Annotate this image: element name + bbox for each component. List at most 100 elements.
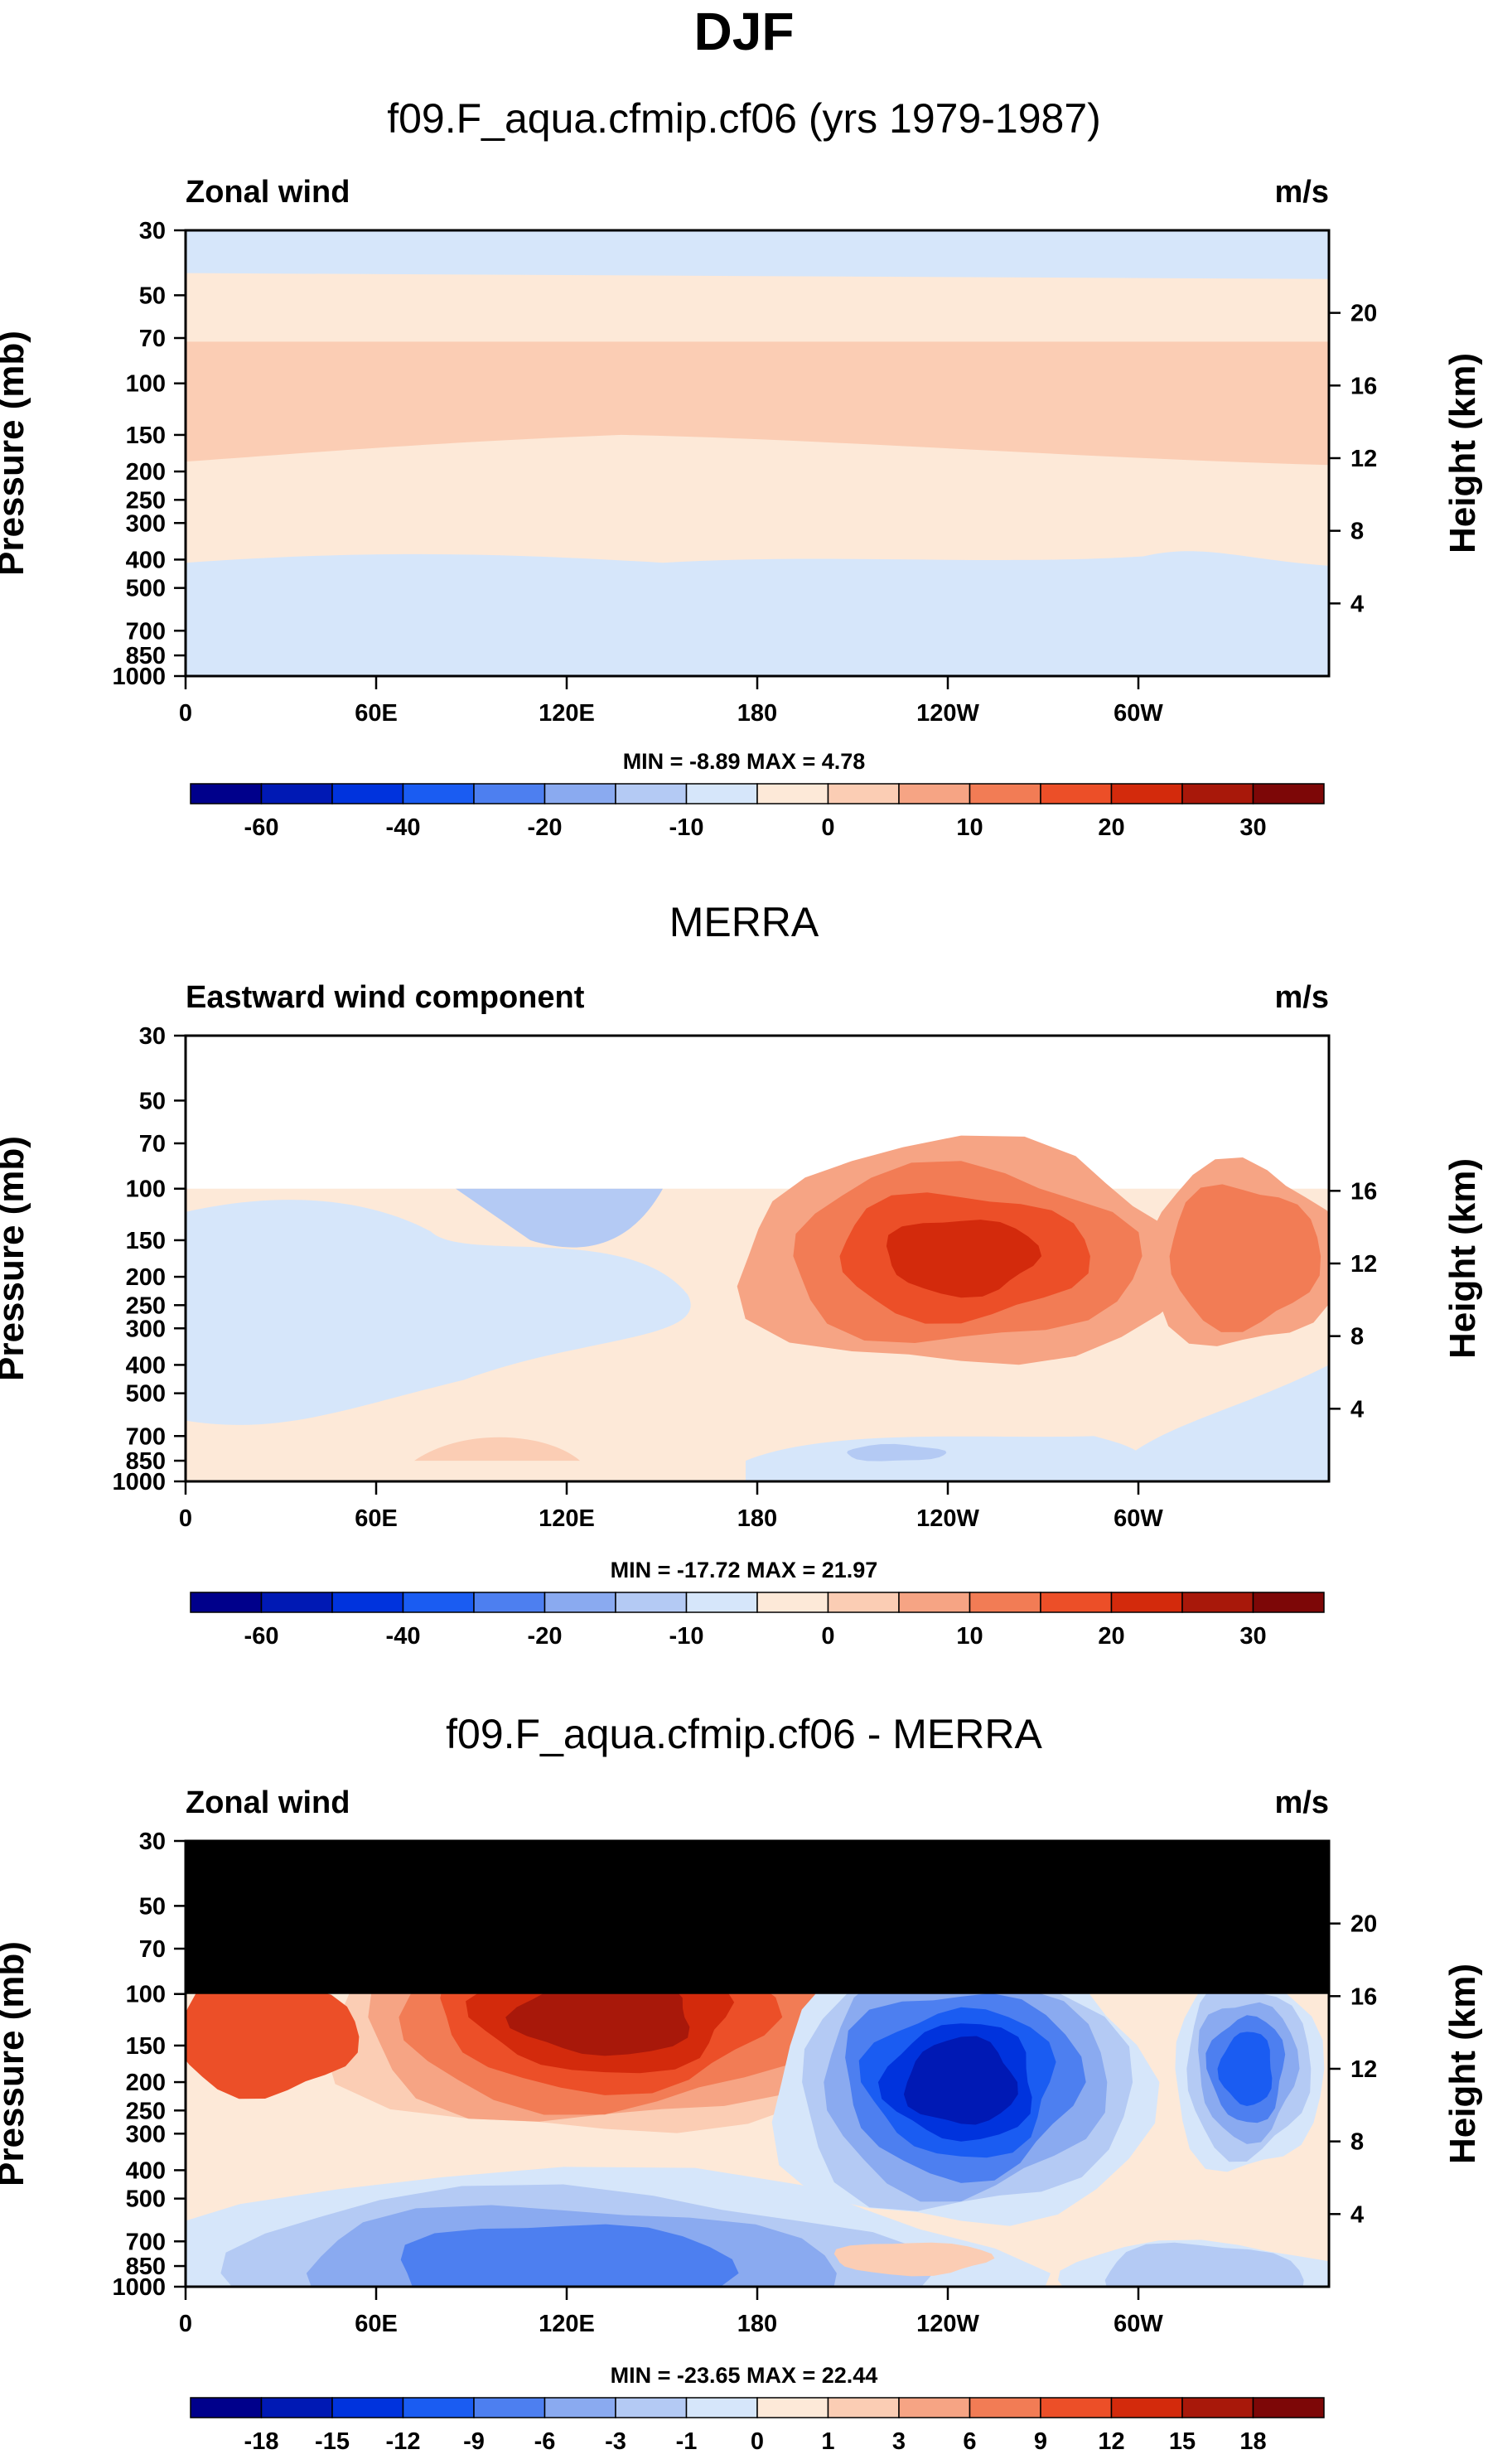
y-tick-label: 250 xyxy=(126,487,166,514)
x-tick-label: 120E xyxy=(539,2311,595,2337)
colorbar-swatch xyxy=(756,1592,829,1613)
y-tick-label: 850 xyxy=(126,643,166,669)
y-tick-label: 30 xyxy=(139,218,166,244)
field-label: Zonal wind xyxy=(186,175,350,210)
y2-tick-label: 16 xyxy=(1350,373,1377,399)
colorbar-label: -15 xyxy=(315,2428,350,2455)
panels: f09.F_aqua.cfmip.cf06 (yrs 1979-1987) Zon… xyxy=(0,95,1483,2455)
x-tick-label: 60E xyxy=(355,2311,398,2337)
y-tick-label: 1000 xyxy=(112,1469,166,1495)
y-tick-label: 500 xyxy=(126,1381,166,1408)
colorbar: -60 -40 -20 -10 0 10 20 30 xyxy=(190,1592,1325,1650)
y-tick-label: 70 xyxy=(139,1936,166,1963)
contour-fill xyxy=(1104,2242,1304,2287)
colorbar-label: -1 xyxy=(676,2428,698,2455)
colorbar-label: -12 xyxy=(386,2428,421,2455)
colorbar-swatch xyxy=(1040,2397,1113,2418)
contour-fill xyxy=(847,1443,947,1461)
colorbar-label: 6 xyxy=(963,2428,976,2455)
x-tick-label: 180 xyxy=(737,2311,777,2337)
y-tick-label: 300 xyxy=(126,1316,166,1342)
min-max-stats: MIN = -8.89 MAX = 4.78 xyxy=(623,749,866,774)
y2-tick-label: 8 xyxy=(1350,1324,1364,1350)
colorbar-swatch xyxy=(331,2397,404,2418)
colorbar-label: -18 xyxy=(244,2428,279,2455)
colorbar-swatch xyxy=(969,783,1041,804)
y2-tick-label: 8 xyxy=(1350,519,1364,545)
figure-title: DJF xyxy=(694,2,795,61)
y-tick-label: 100 xyxy=(126,371,166,398)
colorbar-swatch xyxy=(402,1592,475,1613)
colorbar-label: 9 xyxy=(1034,2428,1047,2455)
colorbar-label: 0 xyxy=(821,814,834,841)
colorbar-swatch xyxy=(544,1592,616,1613)
colorbar-swatch xyxy=(969,2397,1041,2418)
colorbar-swatch xyxy=(1110,2397,1183,2418)
colorbar-label: 0 xyxy=(821,1623,834,1650)
y-tick-label: 400 xyxy=(126,547,166,573)
x-tick-label: 60W xyxy=(1114,2311,1163,2337)
y-tick-label: 100 xyxy=(126,1982,166,2008)
y-tick-label: 850 xyxy=(126,2254,166,2280)
colorbar-swatch xyxy=(544,783,616,804)
colorbar-label: -3 xyxy=(605,2428,626,2455)
y2-tick-label: 12 xyxy=(1350,2056,1377,2083)
colorbar-swatch xyxy=(827,1592,900,1613)
colorbar-swatch xyxy=(615,783,688,804)
colorbar-label: 12 xyxy=(1098,2428,1124,2455)
colorbar-swatch xyxy=(685,783,758,804)
colorbar-swatch xyxy=(615,1592,688,1613)
colorbar-label: -10 xyxy=(669,814,704,841)
contour-fill xyxy=(400,2224,739,2287)
contour-fill xyxy=(886,1220,1042,1298)
field-label: Zonal wind xyxy=(186,1785,350,1820)
contour-fill xyxy=(456,1188,663,1248)
colorbar-swatch xyxy=(331,1592,404,1613)
x-tick-label: 0 xyxy=(179,700,192,727)
units: m/s xyxy=(1275,980,1329,1015)
y2-tick-label: 12 xyxy=(1350,1251,1377,1278)
colorbar-swatch xyxy=(331,783,404,804)
x-tick-label: 0 xyxy=(179,1505,192,1532)
colorbar-label: 3 xyxy=(892,2428,906,2455)
y-tick-label: 850 xyxy=(126,1448,166,1475)
units: m/s xyxy=(1275,175,1329,210)
colorbar-swatch xyxy=(473,1592,546,1613)
y-tick-label: 700 xyxy=(126,618,166,645)
field-label: Eastward wind component xyxy=(186,980,585,1015)
y-tick-label: 150 xyxy=(126,2033,166,2060)
colorbar-label: -20 xyxy=(528,814,563,841)
y2-tick-label: 4 xyxy=(1350,2201,1364,2228)
y-tick-label: 500 xyxy=(126,576,166,602)
colorbar-swatch xyxy=(1181,783,1254,804)
colorbar-swatch xyxy=(1040,783,1113,804)
y-tick-label: 150 xyxy=(126,1228,166,1254)
y-axis-label: Pressure (mb) xyxy=(0,331,31,576)
colorbar-label: -20 xyxy=(528,1623,563,1650)
colorbar-swatch xyxy=(1110,1592,1183,1613)
panel-title: MERRA xyxy=(669,899,819,945)
min-max-stats: MIN = -23.65 MAX = 22.44 xyxy=(611,2363,878,2388)
colorbar-swatch xyxy=(544,2397,616,2418)
contour-fill xyxy=(186,1978,360,2099)
colorbar-label: 30 xyxy=(1239,1623,1266,1650)
y-tick-label: 50 xyxy=(139,283,166,309)
colorbar: -60 -40 -20 -10 0 10 20 30 xyxy=(190,783,1325,841)
colorbar-swatch xyxy=(827,2397,900,2418)
colorbar-swatch xyxy=(898,2397,971,2418)
masked-region xyxy=(186,1841,1329,1994)
colorbar-label: 0 xyxy=(751,2428,764,2455)
y2-tick-label: 4 xyxy=(1350,1396,1364,1423)
colorbar-swatch xyxy=(615,2397,688,2418)
x-tick-label: 60E xyxy=(355,1505,398,1532)
contour-fill xyxy=(186,341,1329,466)
x-tick-label: 120E xyxy=(539,1505,595,1532)
colorbar-label: 1 xyxy=(821,2428,834,2455)
y2-axis-label: Height (km) xyxy=(1442,353,1483,553)
y-axis-label: Pressure (mb) xyxy=(0,1136,31,1381)
y-tick-label: 400 xyxy=(126,2157,166,2184)
colorbar-swatch xyxy=(260,1592,333,1613)
panel-title: f09.F_aqua.cfmip.cf06 (yrs 1979-1987) xyxy=(387,95,1101,142)
colorbar-swatch xyxy=(685,2397,758,2418)
min-max-stats: MIN = -17.72 MAX = 21.97 xyxy=(611,1558,878,1582)
